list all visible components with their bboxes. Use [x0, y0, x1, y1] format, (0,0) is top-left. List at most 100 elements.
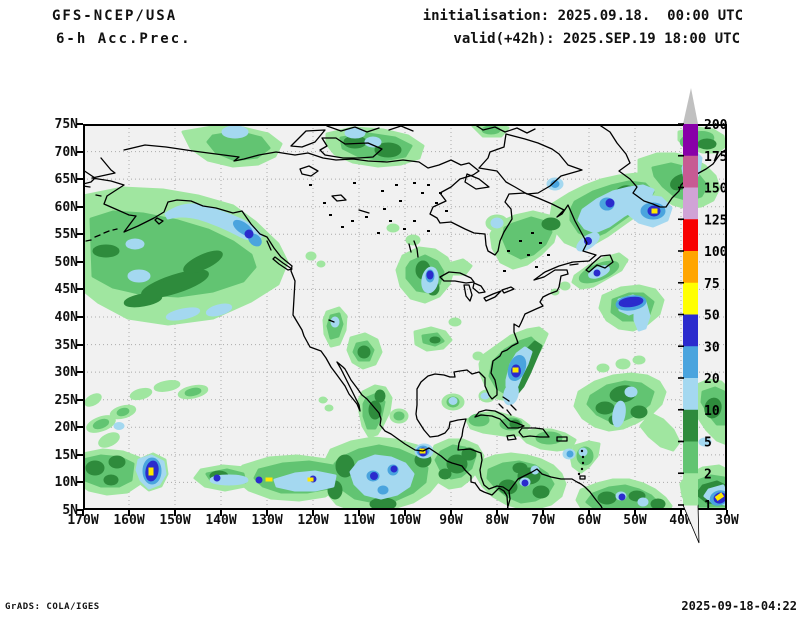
- lat-label: 40N: [54, 310, 78, 325]
- lon-label: 130W: [251, 513, 283, 528]
- lake-michigan: [463, 284, 473, 302]
- colorbar-segments: [683, 124, 698, 506]
- colorbar-segment: [683, 155, 698, 188]
- lat-label: 25N: [54, 392, 78, 408]
- lat-label: 75N: [54, 117, 78, 132]
- lon-tick: [404, 510, 406, 516]
- lon-tick: [220, 510, 222, 516]
- colorbar-segment: [683, 251, 698, 284]
- coastline-pacific: [91, 157, 509, 510]
- colorbar-segment: [683, 219, 698, 252]
- colorbar-label: 125: [704, 213, 727, 228]
- lon-tick: [542, 510, 544, 516]
- island-baffin: [478, 133, 583, 195]
- island-vancouver: [272, 256, 293, 271]
- lat-tick: [77, 426, 83, 429]
- lat-tick: [77, 343, 83, 346]
- colorbar-segment: [683, 124, 698, 157]
- lon-label: 50W: [623, 513, 647, 528]
- colorbar-below-min-arrow: [682, 504, 700, 544]
- colorbar-segment: [683, 187, 698, 220]
- colorbar-label: 50: [704, 309, 720, 324]
- lon-tick: [726, 510, 728, 516]
- colorbar-label: 20: [704, 372, 720, 387]
- island-banks: [290, 129, 326, 148]
- island-trinidad: [579, 475, 586, 480]
- lon-label: 30W: [715, 513, 739, 528]
- colorbar-segment: [683, 473, 698, 506]
- islands-aleutian: [83, 185, 118, 242]
- lat-label: 10N: [54, 475, 78, 491]
- lon-tick: [450, 510, 452, 516]
- colorbar: 200 175 150 125 100 75 50 30 20 10 5 2 1: [678, 88, 728, 544]
- lat-tick: [77, 481, 83, 484]
- colorbar-label: 2: [704, 467, 712, 482]
- colorbar-label: 30: [704, 340, 720, 355]
- lake-ontario: [501, 286, 515, 294]
- colorbar-label: 5: [704, 436, 712, 451]
- lon-label: 40W: [669, 513, 693, 528]
- lat-tick: [77, 288, 83, 291]
- lon-tick: [312, 510, 314, 516]
- lat-label: 35N: [54, 337, 78, 353]
- lake-erie: [483, 290, 502, 302]
- map-border: [83, 124, 727, 510]
- lon-tick: [680, 510, 682, 516]
- lon-tick: [174, 510, 176, 516]
- lon-label: 140W: [205, 513, 237, 528]
- lon-label: 120W: [297, 513, 329, 528]
- lon-label: 170W: [67, 513, 99, 528]
- colorbar-segment: [683, 409, 698, 442]
- lon-tick: [266, 510, 268, 516]
- coastline-greenland: [597, 124, 727, 208]
- colorbar-ticks: [678, 123, 684, 506]
- coastline-south-america: [508, 468, 604, 510]
- island-cuba: [474, 409, 525, 429]
- lon-label: 90W: [439, 513, 463, 528]
- coastline-arctic-east: [123, 144, 597, 510]
- lon-label: 70W: [531, 513, 555, 528]
- lon-tick: [82, 510, 84, 516]
- colorbar-label: 100: [704, 245, 728, 260]
- lon-tick: [128, 510, 130, 516]
- lon-tick: [358, 510, 360, 516]
- product-title: 6-h Acc.Prec.: [56, 31, 192, 47]
- init-time-label: initialisation: 2025.09.18. 00:00 UTC: [422, 8, 743, 24]
- lon-label: 80W: [485, 513, 509, 528]
- small-lakes: [309, 182, 585, 476]
- map-canvas: [83, 124, 727, 510]
- model-title: GFS-NCEP/USA: [52, 8, 178, 24]
- colorbar-segment: [683, 441, 698, 474]
- creation-timestamp: 2025-09-18-04:22: [681, 599, 797, 613]
- lat-label: 50N: [54, 254, 78, 270]
- grads-attribution: GrADS: COLA/IGES: [5, 602, 100, 612]
- island-kodiak: [154, 217, 164, 225]
- lat-tick: [77, 260, 83, 263]
- colorbar-segment: [683, 346, 698, 379]
- lat-label: 20N: [54, 420, 78, 436]
- colorbar-label: 175: [704, 150, 727, 165]
- lon-label: 110W: [343, 513, 375, 528]
- island-victoria: [319, 137, 383, 159]
- lake-winnipeg: [413, 240, 419, 258]
- lat-tick: [77, 123, 83, 125]
- coastline-chukotka: [83, 169, 96, 185]
- colorbar-segment: [683, 378, 698, 411]
- lat-tick: [77, 233, 83, 236]
- lat-label: 5N: [62, 503, 78, 518]
- lat-label: 45N: [54, 282, 78, 298]
- colorbar-label: 200: [704, 118, 728, 133]
- lat-tick: [77, 453, 83, 456]
- lat-tick: [77, 205, 83, 208]
- lake-superior: [439, 271, 475, 284]
- colorbar-label: 10: [704, 404, 720, 419]
- colorbar-labels: 200 175 150 125 100 75 50 30 20 10 5 2 1: [704, 118, 728, 514]
- lon-label: 160W: [113, 513, 145, 528]
- colorbar-label: 1: [704, 499, 712, 514]
- lat-label: 30N: [54, 365, 78, 381]
- lat-tick: [77, 371, 83, 374]
- colorbar-above-max-arrow: [683, 88, 698, 124]
- island-puerto-rico: [556, 436, 568, 442]
- lon-label: 150W: [159, 513, 191, 528]
